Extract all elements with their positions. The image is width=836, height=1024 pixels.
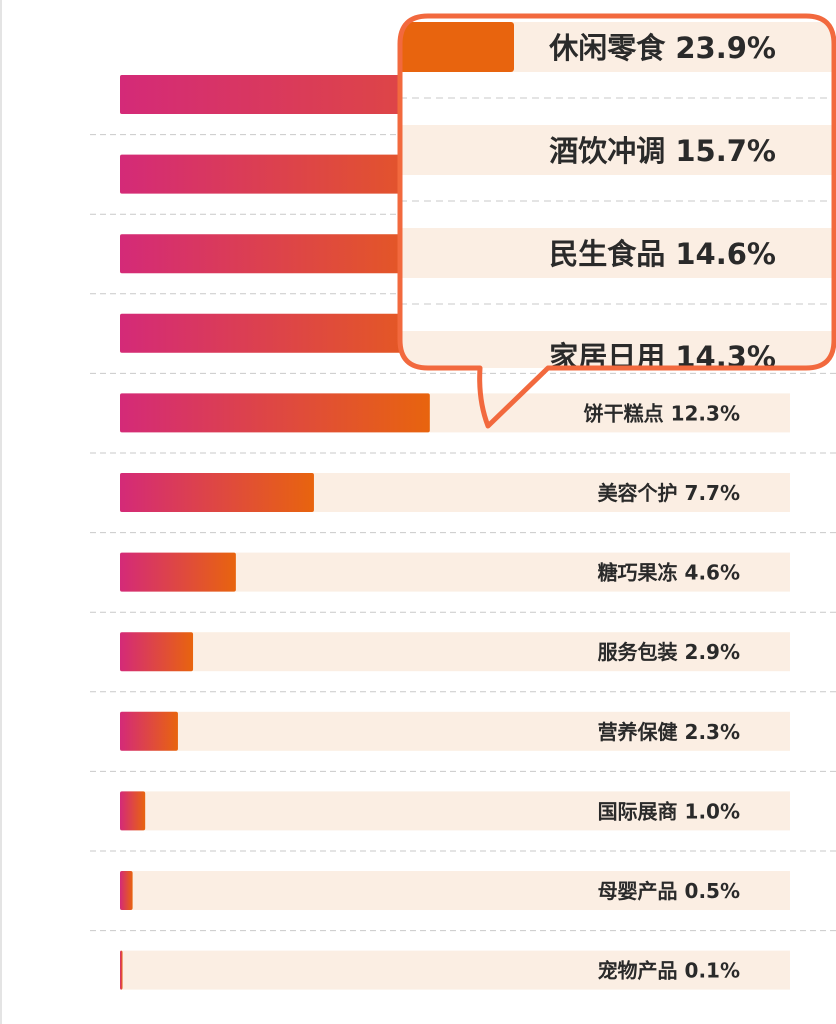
bar-row: 服务包装 2.9% [90,611,836,672]
callout-bar-label: 酒饮冲调 15.7% [549,134,776,168]
bar-track [120,950,790,990]
bar-label: 美容个护 7.7% [598,481,740,505]
bar-label: 母婴产品 0.5% [598,879,740,903]
bar-row: 美容个护 7.7% [90,452,836,512]
callout-border [397,13,836,429]
bar [120,234,488,274]
bar-track [120,871,790,910]
bar-track [120,711,790,751]
callout-bar [400,22,514,72]
bar [120,552,236,592]
left-edge-line [0,0,2,1024]
bar [120,711,178,751]
bar [120,871,133,910]
bar-row: 国际展商 1.0% [90,770,836,831]
callout-bar-track [400,228,834,278]
bar [120,791,146,831]
bar-row: 饼干糕点 12.3% [90,372,836,433]
callout-bar-track [400,125,834,175]
bar-label: 服务包装 2.9% [598,640,740,664]
callout-bar-label: 民生食品 14.6% [549,237,776,271]
callout-content: 休闲零食 23.9% 酒饮冲调 15.7% 民生食品 14.6% 家居日用 14.3% [400,22,834,374]
callout-background [400,16,834,368]
bar [120,313,481,353]
callout-bar-label: 休闲零食 23.9% [548,31,776,65]
bar-label: 营养保健 2.3% [598,720,740,744]
bar-row: 宠物产品 0.1% [90,930,836,990]
bar-label: 糖巧果冻 4.6% [598,561,740,585]
callout-bar-label: 家居日用 14.3% [549,340,776,374]
bar-label: 国际展商 1.0% [598,799,740,823]
bar-label: 饼干糕点 12.3% [584,401,740,425]
bar [120,393,430,433]
bar-row: 母婴产品 0.5% [90,850,836,910]
bar-row: 营养保健 2.3% [90,691,836,751]
callout-box: 休闲零食 23.9% 酒饮冲调 15.7% 民生食品 14.6% 家居日用 14.3% [397,13,836,429]
bar-track [120,632,790,672]
bar-label: 宠物产品 0.1% [598,959,740,983]
bar-row: 糖巧果冻 4.6% [90,532,836,592]
bar [120,632,194,672]
callout-bar-track [400,331,834,368]
highlight-callout: 休闲零食 23.9% 酒饮冲调 15.7% 民生食品 14.6% 家居日用 14.3% [397,13,836,429]
bar [120,473,314,512]
bar-track [120,791,790,831]
bar [120,950,123,990]
